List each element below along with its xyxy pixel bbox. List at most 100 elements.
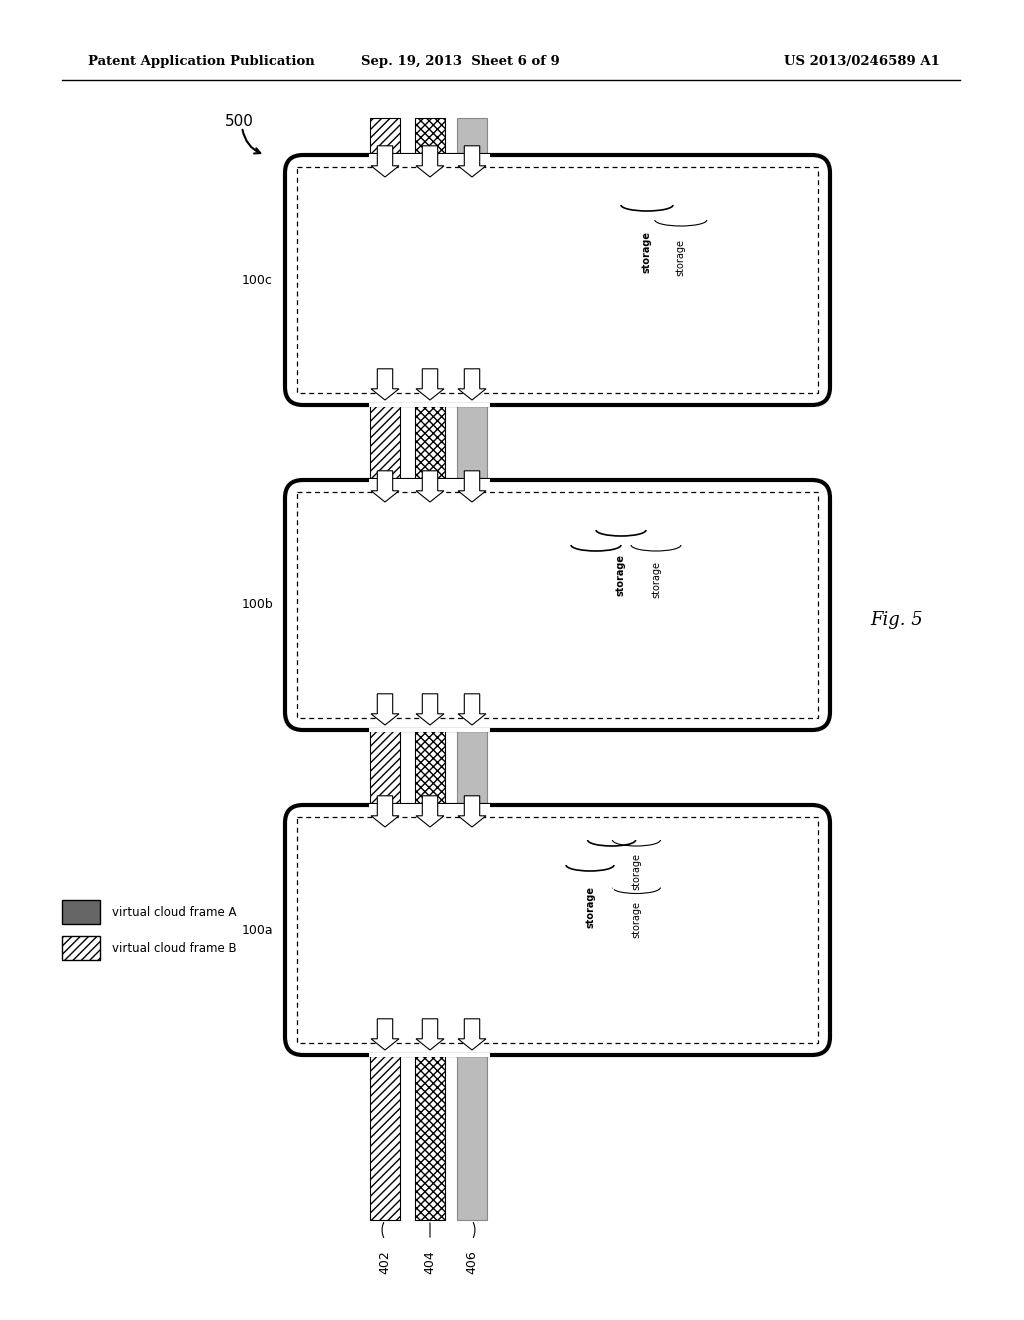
Bar <box>504 508 550 702</box>
Text: US 2013/0246589 A1: US 2013/0246589 A1 <box>784 55 940 69</box>
Bar <box>354 833 400 1027</box>
Bar <box>369 729 490 733</box>
Bar <box>306 836 348 1026</box>
Bar <box>588 840 636 940</box>
Bar <box>369 804 490 808</box>
Bar <box>297 492 818 718</box>
Text: management: management <box>522 246 532 315</box>
Bar <box>654 220 707 294</box>
Bar <box>504 833 550 1027</box>
Bar <box>456 836 498 1026</box>
Polygon shape <box>371 145 399 177</box>
Text: Fig. 5: Fig. 5 <box>870 611 923 630</box>
Text: 500: 500 <box>225 115 254 129</box>
Text: management: management <box>572 246 582 315</box>
Polygon shape <box>416 368 444 400</box>
Bar <box>612 887 660 953</box>
Text: virtual cloud frame B: virtual cloud frame B <box>112 941 237 954</box>
Ellipse shape <box>608 616 634 623</box>
Ellipse shape <box>625 902 648 908</box>
Text: storage: storage <box>585 886 595 928</box>
Bar <box>62 900 100 924</box>
Bar <box>354 183 400 378</box>
Text: storage: storage <box>632 902 641 939</box>
Ellipse shape <box>578 946 602 953</box>
Text: storage: storage <box>591 569 601 611</box>
Bar <box>306 185 348 375</box>
Bar <box>404 833 450 1027</box>
Polygon shape <box>416 471 444 502</box>
Bar <box>556 185 598 375</box>
Bar <box>596 531 646 620</box>
Bar <box>652 216 710 310</box>
Text: 406: 406 <box>466 1250 478 1274</box>
Text: 402: 402 <box>379 1250 391 1274</box>
Bar <box>631 545 681 615</box>
Bar <box>566 859 614 865</box>
Ellipse shape <box>643 612 669 618</box>
Polygon shape <box>371 796 399 828</box>
Bar <box>612 882 660 887</box>
Ellipse shape <box>584 632 608 638</box>
Polygon shape <box>416 796 444 828</box>
Bar <box>454 833 500 1027</box>
Text: computing: computing <box>422 902 432 958</box>
Bar <box>456 185 498 375</box>
Bar <box>457 117 487 1220</box>
Text: storage: storage <box>651 561 662 598</box>
Text: 404: 404 <box>424 1250 436 1274</box>
Bar <box>406 836 449 1026</box>
Bar <box>506 510 548 700</box>
Bar <box>415 117 445 1220</box>
Bar <box>369 479 490 483</box>
Bar <box>304 508 350 702</box>
Text: 100a: 100a <box>242 924 273 936</box>
Text: computing: computing <box>422 252 432 308</box>
Bar <box>621 205 673 300</box>
Bar <box>370 117 400 1220</box>
Bar <box>454 508 500 702</box>
Polygon shape <box>458 1019 486 1049</box>
Bar <box>369 403 490 407</box>
FancyBboxPatch shape <box>285 154 830 405</box>
Text: management: management <box>522 570 532 640</box>
Text: Patent Application Publication: Patent Application Publication <box>88 55 314 69</box>
Polygon shape <box>458 471 486 502</box>
Bar <box>369 154 490 158</box>
Ellipse shape <box>600 937 624 942</box>
Bar <box>297 817 818 1043</box>
Bar <box>609 884 664 968</box>
Text: computing: computing <box>372 899 382 961</box>
Bar <box>356 510 398 700</box>
Text: storage: storage <box>642 231 652 273</box>
Bar <box>631 539 681 545</box>
Bar <box>356 836 398 1026</box>
Polygon shape <box>458 145 486 177</box>
Text: storage: storage <box>606 869 616 911</box>
Bar <box>621 199 673 205</box>
Bar <box>404 183 450 378</box>
Bar <box>454 183 500 378</box>
Text: management: management <box>472 566 482 644</box>
Polygon shape <box>371 471 399 502</box>
Bar <box>406 185 449 375</box>
Bar <box>369 1053 490 1057</box>
Text: storage: storage <box>632 854 641 891</box>
Polygon shape <box>458 796 486 828</box>
FancyBboxPatch shape <box>285 480 830 730</box>
Text: computing: computing <box>322 252 332 308</box>
Text: computing: computing <box>322 902 332 958</box>
Bar <box>304 183 350 378</box>
Polygon shape <box>416 145 444 177</box>
Bar <box>504 183 550 378</box>
Bar <box>354 508 400 702</box>
Text: virtual cloud frame A: virtual cloud frame A <box>112 906 237 919</box>
Text: management: management <box>522 895 532 965</box>
Bar <box>654 214 707 220</box>
Bar <box>571 545 621 635</box>
Bar <box>571 539 621 545</box>
Ellipse shape <box>625 949 648 956</box>
Polygon shape <box>458 368 486 400</box>
Bar <box>506 836 548 1026</box>
Text: computing: computing <box>372 574 382 636</box>
